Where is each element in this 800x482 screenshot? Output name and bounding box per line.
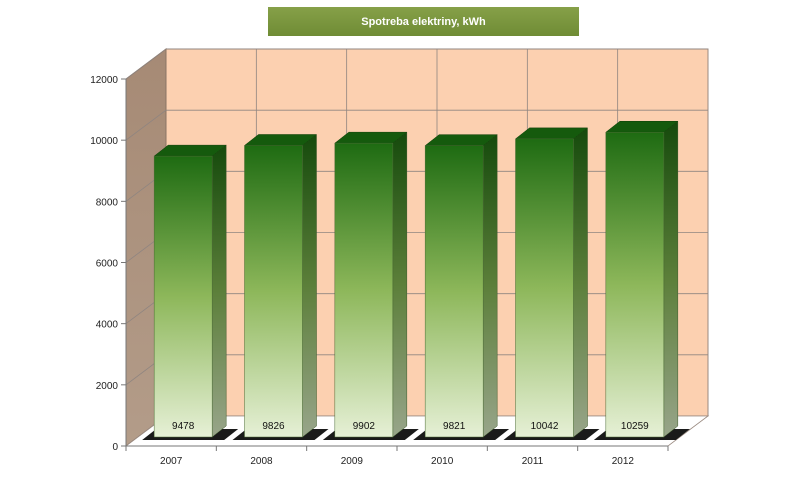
bar: [153, 155, 213, 438]
bar: [515, 138, 574, 438]
y-tick-label: 6000: [96, 259, 119, 270]
data-label: 10042: [531, 421, 559, 432]
bar-side: [482, 134, 498, 438]
bar-side: [573, 127, 588, 438]
data-label: 9902: [353, 421, 376, 432]
y-tick-label: 12000: [90, 75, 118, 86]
data-label: 9478: [172, 421, 195, 432]
bar-side: [211, 144, 227, 438]
bar-side: [392, 131, 408, 438]
bars-group: 9478 9826 9902 9821 10042 10259: [142, 120, 690, 440]
x-tick-label: 2010: [431, 456, 454, 467]
data-label: 9821: [443, 421, 466, 432]
x-tick-label: 2008: [250, 456, 273, 467]
x-tick-label: 2012: [612, 456, 635, 467]
x-tick-label: 2009: [341, 456, 364, 467]
bar-side: [663, 120, 679, 438]
bar: [605, 131, 665, 438]
y-tick-label: 10000: [90, 136, 118, 147]
data-label: 9826: [262, 421, 285, 432]
y-tick-label: 4000: [96, 320, 119, 331]
bar: [424, 145, 484, 438]
bar: [244, 145, 303, 438]
axes: 2007 2008 2009 2010 2011 2012 0 2000 4000 6000 800…: [90, 75, 669, 467]
x-tick-label: 2007: [160, 456, 183, 467]
chart-title: Spotreba elektriny, kWh: [268, 7, 579, 36]
y-tick-label: 8000: [96, 197, 119, 208]
y-tick-label: 2000: [96, 381, 119, 392]
x-tick-label: 2011: [522, 456, 544, 467]
bar: [334, 142, 394, 438]
bar-side: [302, 133, 317, 438]
data-label: 10259: [621, 421, 649, 432]
y-tick-label: 0: [112, 442, 118, 453]
